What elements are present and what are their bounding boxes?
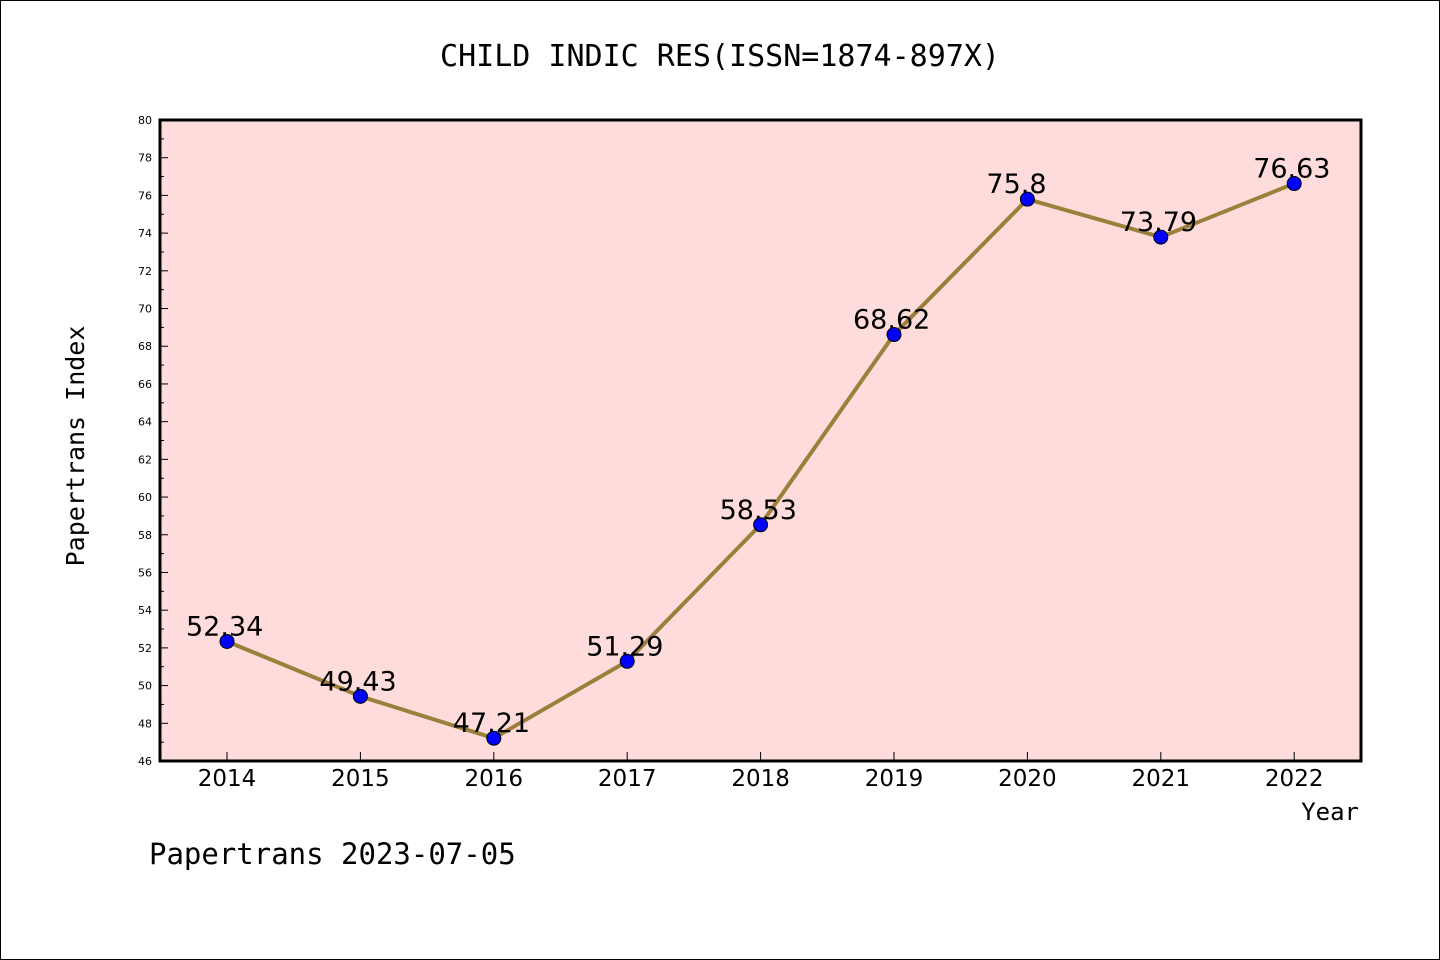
data-point	[219, 633, 235, 649]
x-axis: 2014 2015 2016 2017 2018 2019 2020 2021 2022	[198, 752, 1324, 792]
y-tick-label: 54	[138, 604, 152, 617]
x-tick-label: 2019	[865, 766, 924, 792]
x-axis-label: Year	[1301, 798, 1359, 826]
y-tick-label: 56	[138, 566, 152, 579]
y-tick-label: 52	[138, 642, 152, 655]
data-label: 47.21	[453, 708, 530, 739]
x-tick-label: 2017	[598, 766, 657, 792]
y-tick-label: 74	[138, 227, 152, 240]
data-label-group: 52.34 49.43 47.21 51.29 58.53 68.62 75.8 73.79 7…	[186, 154, 1330, 740]
data-label: 49.43	[319, 666, 396, 697]
x-tick-label: 2021	[1132, 766, 1191, 792]
plot-border	[158, 118, 1363, 763]
data-point	[886, 327, 902, 343]
y-tick-label: 58	[138, 529, 152, 542]
y-tick-label: 60	[138, 491, 152, 504]
y-tick-label: 68	[138, 340, 152, 353]
y-tick-label: 78	[138, 152, 152, 165]
x-tick-label: 2016	[465, 766, 524, 792]
x-tick-label: 2015	[331, 766, 390, 792]
y-tick-label: 64	[138, 416, 152, 429]
y-axis: 46 48 50 52 54 56 58 60 62 64 66 68 70 72 74 76 78 80	[138, 114, 168, 768]
x-tick-label: 2022	[1265, 766, 1324, 792]
data-label: 58.53	[720, 495, 797, 526]
data-label: 75.8	[986, 169, 1046, 200]
y-tick-label: 48	[138, 717, 152, 730]
data-point	[619, 653, 635, 669]
data-point	[1286, 176, 1302, 192]
data-point	[352, 688, 368, 704]
data-point	[1019, 191, 1035, 207]
data-label: 52.34	[186, 611, 263, 642]
data-point	[1153, 229, 1169, 245]
x-tick-label: 2014	[198, 766, 257, 792]
plot-area	[160, 120, 1361, 761]
y-tick-label: 46	[138, 755, 152, 768]
data-point	[753, 517, 769, 533]
footer-stamp: Papertrans 2023-07-05	[149, 837, 516, 871]
data-label: 73.79	[1120, 207, 1197, 238]
y-tick-label: 80	[138, 114, 152, 127]
y-tick-label: 72	[138, 265, 152, 278]
y-tick-label: 50	[138, 680, 152, 693]
y-tick-label: 76	[138, 189, 152, 202]
data-point	[486, 730, 502, 746]
y-axis-label: Papertrans Index	[61, 326, 90, 567]
y-tick-label: 62	[138, 453, 152, 466]
data-label: 76.63	[1253, 154, 1330, 185]
chart-title: CHILD INDIC RES(ISSN=1874-897X)	[440, 39, 1000, 74]
x-tick-label: 2020	[998, 766, 1057, 792]
y-tick-label: 70	[138, 303, 152, 316]
y-tick-label: 66	[138, 378, 152, 391]
data-label: 51.29	[586, 631, 663, 662]
marker-group	[219, 176, 1302, 746]
data-label: 68.62	[853, 305, 930, 336]
x-tick-label: 2018	[731, 766, 790, 792]
